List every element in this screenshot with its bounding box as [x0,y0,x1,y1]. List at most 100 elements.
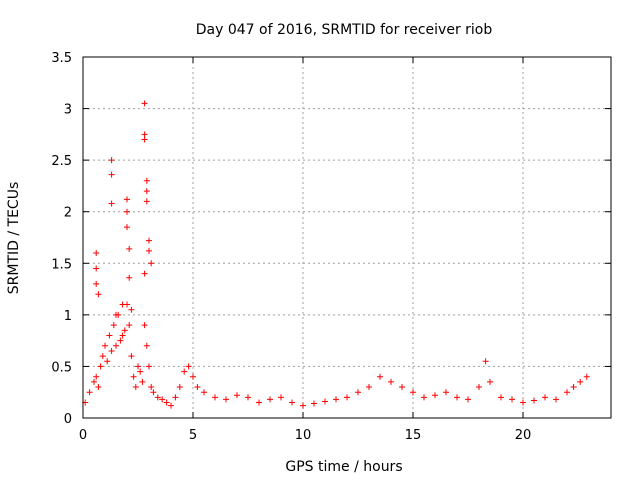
data-point [148,384,155,391]
data-point [256,399,262,406]
data-point [135,363,141,370]
data-point [498,394,504,401]
data-point [132,384,139,391]
data-point [141,322,148,329]
data-point [201,389,207,396]
data-point [311,400,317,407]
data-point [355,389,361,396]
y-tick-label: 0 [64,412,72,427]
x-tick-label: 20 [515,428,532,443]
data-point [454,394,460,401]
plot-frame [82,56,612,419]
data-point [399,384,405,391]
data-point [443,389,449,396]
y-tick-label: 0.5 [51,360,72,375]
data-point [570,384,577,391]
data-point [93,265,100,272]
data-point [223,396,229,403]
data-point [119,301,126,308]
data-point [322,398,328,405]
data-point [289,399,295,406]
data-point [520,399,526,406]
data-point [124,196,130,203]
data-point [487,378,493,385]
data-point [97,363,104,370]
data-point [245,394,251,401]
x-tick-label: 10 [295,428,312,443]
data-point [300,402,306,409]
data-point [121,327,128,334]
data-point [95,384,102,391]
data-point [482,358,489,365]
axis-ticks: 0 5 10 15 20 0 0.5 1 1.5 2 2.5 3 3.5 [51,51,611,443]
data-point [154,394,161,401]
data-point [139,378,146,385]
data-point [130,373,137,380]
y-tick-label: 1 [64,309,72,324]
data-point [509,396,515,403]
data-point [119,332,126,339]
data-point [143,342,150,349]
data-point [93,280,100,287]
data-point [148,260,155,267]
chart-title: Day 047 of 2016, SRMTID for receiver rio… [196,22,493,38]
data-point [137,368,144,375]
data-point [106,332,113,339]
data-point [108,200,115,207]
data-point [95,291,102,298]
data-point [168,402,174,409]
data-point [234,392,240,399]
data-point [176,384,183,391]
data-point [432,392,438,399]
y-tick-label: 1.5 [51,257,72,272]
data-point [143,198,150,205]
data-point [163,399,170,406]
data-point [531,397,537,404]
data-point [93,373,100,380]
data-point [388,378,394,385]
data-point [108,347,115,354]
data-point [553,396,559,403]
data-point [143,177,150,184]
data-point [410,389,416,396]
data-point [564,389,570,396]
data-point [99,353,106,360]
y-tick-label: 2.5 [51,154,72,169]
x-tick-label: 15 [405,428,422,443]
data-point [150,389,157,396]
data-points [82,100,590,409]
y-tick-label: 2 [64,206,72,221]
data-point [93,249,100,256]
data-point [141,136,148,143]
data-point [102,342,108,349]
data-point [126,274,133,281]
data-point [86,389,93,396]
data-point [91,378,97,385]
data-point [124,208,130,215]
data-point [267,396,273,403]
data-point [113,342,119,349]
data-point [465,396,471,403]
y-tick-label: 3 [64,103,72,118]
data-point [476,384,482,391]
data-point [126,322,133,329]
data-point [104,358,111,365]
data-point [583,373,590,380]
data-point [333,396,339,403]
data-point [117,337,124,344]
data-point [421,394,427,401]
data-point [377,373,383,380]
x-tick-label: 5 [189,428,197,443]
data-point [190,373,196,380]
data-point [181,368,188,375]
data-point [366,384,372,391]
data-point [542,394,548,401]
data-point [113,311,119,318]
data-point [141,100,148,107]
data-point [159,396,166,403]
data-point [110,322,117,329]
grid-lines [83,57,611,418]
data-point [108,157,115,164]
data-point [126,245,133,252]
